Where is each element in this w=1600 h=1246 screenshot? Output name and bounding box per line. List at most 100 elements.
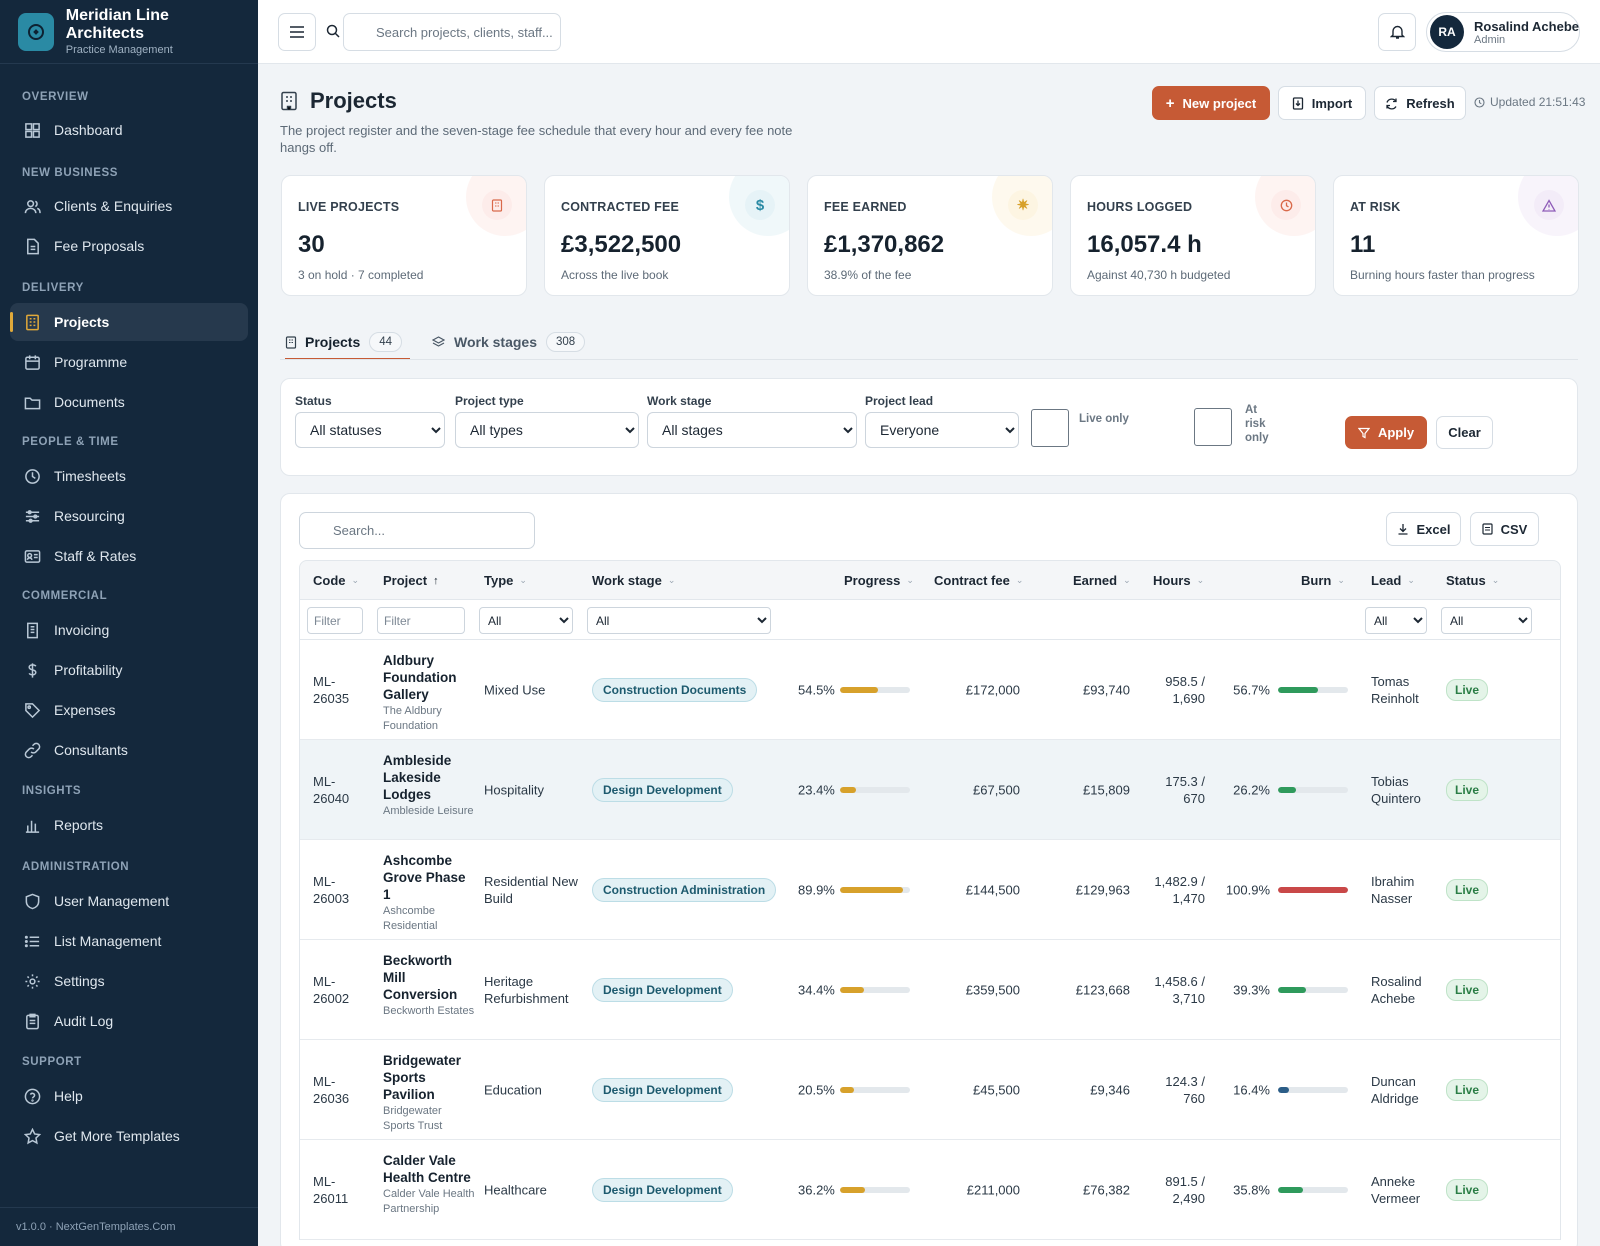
user-menu[interactable]: RA Rosalind Achebe Admin <box>1426 12 1580 52</box>
sidebar-item-resourcing[interactable]: Resourcing <box>10 497 248 535</box>
sidebar-item-label: List Management <box>54 933 162 949</box>
sort-icon: ⌄ <box>351 575 360 585</box>
lead-filter-select[interactable]: Everyone <box>865 412 1019 448</box>
project-name[interactable]: Ambleside Lakeside Lodges <box>383 753 452 802</box>
lead-column-filter[interactable]: All <box>1365 607 1427 634</box>
sidebar-item-documents[interactable]: Documents <box>10 383 248 421</box>
menu-toggle-button[interactable] <box>278 13 316 51</box>
notifications-button[interactable] <box>1378 13 1416 51</box>
table-row[interactable]: ML-26002 Beckworth Mill Conversion Beckwor… <box>300 940 1560 1040</box>
sidebar-item-audit-log[interactable]: Audit Log <box>10 1002 248 1040</box>
table-search-input[interactable] <box>299 512 535 549</box>
apply-filters-button[interactable]: Apply <box>1345 416 1427 449</box>
refresh-button[interactable]: Refresh <box>1374 86 1466 120</box>
live-only-checkbox[interactable] <box>1031 409 1069 447</box>
project-type: Mixed Use <box>484 682 546 697</box>
hours-logged: 891.5 / 2,490 <box>1165 1173 1205 1206</box>
hours-logged: 958.5 / 1,690 <box>1165 673 1205 706</box>
project-name[interactable]: Ashcombe Grove Phase 1 <box>383 853 466 902</box>
sidebar-item-reports[interactable]: Reports <box>10 806 248 844</box>
sidebar-item-staff-rates[interactable]: Staff & Rates <box>10 537 248 575</box>
column-header-contract-fee[interactable]: Contract fee ⌄ <box>934 573 1024 588</box>
sidebar-item-consultants[interactable]: Consultants <box>10 731 248 769</box>
progress-bar-fill <box>840 1186 866 1193</box>
burn-percent: 56.7% <box>1233 682 1270 697</box>
status-column-filter[interactable]: All <box>1441 607 1532 634</box>
sidebar-item-invoicing[interactable]: Invoicing <box>10 611 248 649</box>
column-header-code[interactable]: Code ⌄ <box>313 573 360 588</box>
global-search-input[interactable] <box>343 13 561 51</box>
project-filter-input[interactable] <box>377 607 465 634</box>
earned-fee: £9,346 <box>1090 1082 1130 1097</box>
project-lead: Anneke Vermeer <box>1371 1173 1421 1206</box>
export-csv-button[interactable]: CSV <box>1470 512 1539 546</box>
clock-icon <box>1474 96 1485 108</box>
sidebar-item-clients-enquiries[interactable]: Clients & Enquiries <box>10 187 248 225</box>
progress-bar <box>840 986 910 993</box>
column-header-status[interactable]: Status ⌄ <box>1446 573 1500 588</box>
refresh-icon <box>1386 97 1397 110</box>
sidebar-item-dashboard[interactable]: Dashboard <box>10 111 248 149</box>
project-cell: Beckworth Mill Conversion Beckworth Estat… <box>383 952 475 1019</box>
project-code: ML-26011 <box>313 1173 349 1206</box>
column-header-work-stage[interactable]: Work stage ⌄ <box>592 573 676 588</box>
column-header-type[interactable]: Type ⌄ <box>484 573 527 588</box>
import-button[interactable]: Import <box>1278 86 1366 120</box>
sidebar-item-user-management[interactable]: User Management <box>10 882 248 920</box>
client-name: Beckworth Estates <box>383 1005 475 1017</box>
burn-bar <box>1278 1186 1348 1193</box>
sidebar-item-label: Get More Templates <box>54 1128 180 1144</box>
project-name[interactable]: Calder Vale Health Centre <box>383 1153 471 1185</box>
project-name[interactable]: Aldbury Foundation Gallery <box>383 653 457 702</box>
tab-projects[interactable]: Projects 44 <box>285 325 411 360</box>
sidebar-item-help[interactable]: Help <box>10 1077 248 1115</box>
stage-filter-select[interactable]: All stages <box>647 412 857 448</box>
client-name: Bridgewater Sports Trust <box>383 1105 443 1132</box>
table-row[interactable]: ML-26003 Ashcombe Grove Phase 1 Ashcombe R… <box>300 840 1560 940</box>
project-name[interactable]: Beckworth Mill Conversion <box>383 953 458 1002</box>
table-row[interactable]: ML-26040 Ambleside Lakeside Lodges Amblesi… <box>300 740 1560 840</box>
column-header-progress[interactable]: Progress ⌄ <box>844 573 914 588</box>
last-updated: Updated 21:51:43 <box>1474 95 1585 109</box>
progress-bar <box>840 686 910 693</box>
tab-work-stages[interactable]: Work stages 308 <box>432 325 586 359</box>
sidebar-item-label: User Management <box>54 893 170 909</box>
sidebar-item-timesheets[interactable]: Timesheets <box>10 457 248 495</box>
type-filter-select[interactable]: All types <box>455 412 639 448</box>
burn-percent: 26.2% <box>1233 782 1270 797</box>
table-row[interactable]: ML-26011 Calder Vale Health Centre Calder … <box>300 1140 1560 1240</box>
table-row[interactable]: ML-26036 Bridgewater Sports Pavilion Bridg… <box>300 1040 1560 1140</box>
table-row[interactable]: ML-26035 Aldbury Foundation Gallery The Al… <box>300 640 1560 740</box>
column-header-earned[interactable]: Earned ⌄ <box>1073 573 1131 588</box>
status-filter-select[interactable]: All statuses <box>295 412 445 448</box>
export-excel-button[interactable]: Excel <box>1386 512 1461 546</box>
status-badge: Live <box>1446 678 1489 701</box>
type-column-filter[interactable]: All <box>479 607 573 634</box>
sidebar-item-programme[interactable]: Programme <box>10 343 248 381</box>
column-header-burn[interactable]: Burn ⌄ <box>1301 573 1345 588</box>
sidebar-item-fee-proposals[interactable]: Fee Proposals <box>10 227 248 265</box>
sidebar-item-expenses[interactable]: Expenses <box>10 691 248 729</box>
work-stage-badge: Construction Documents <box>592 677 758 702</box>
new-project-button[interactable]: + New project <box>1152 86 1270 120</box>
sidebar-item-get-more-templates[interactable]: Get More Templates <box>10 1117 248 1155</box>
project-name[interactable]: Bridgewater Sports Pavilion <box>383 1053 462 1102</box>
sidebar-item-profitability[interactable]: Profitability <box>10 651 248 689</box>
column-header-project[interactable]: Project ↑ <box>383 573 439 588</box>
building-icon <box>281 91 297 111</box>
column-header-hours[interactable]: Hours ⌄ <box>1153 573 1205 588</box>
clear-filters-button[interactable]: Clear <box>1436 416 1493 449</box>
stage-column-filter[interactable]: All <box>587 607 771 634</box>
column-header-lead[interactable]: Lead ⌄ <box>1371 573 1415 588</box>
live-only-label: Live only <box>1079 413 1129 425</box>
sidebar-item-settings[interactable]: Settings <box>10 962 248 1000</box>
burn-bar <box>1278 986 1348 993</box>
progress-bar-fill <box>840 686 879 693</box>
client-name: Ambleside Leisure <box>383 805 474 817</box>
plus-icon: + <box>1165 94 1175 112</box>
compass-logo-icon <box>18 12 54 51</box>
at-risk-only-checkbox[interactable] <box>1194 408 1232 446</box>
sidebar-item-projects[interactable]: Projects <box>10 303 248 341</box>
code-filter-input[interactable] <box>307 607 363 634</box>
sidebar-item-list-management[interactable]: List Management <box>10 922 248 960</box>
